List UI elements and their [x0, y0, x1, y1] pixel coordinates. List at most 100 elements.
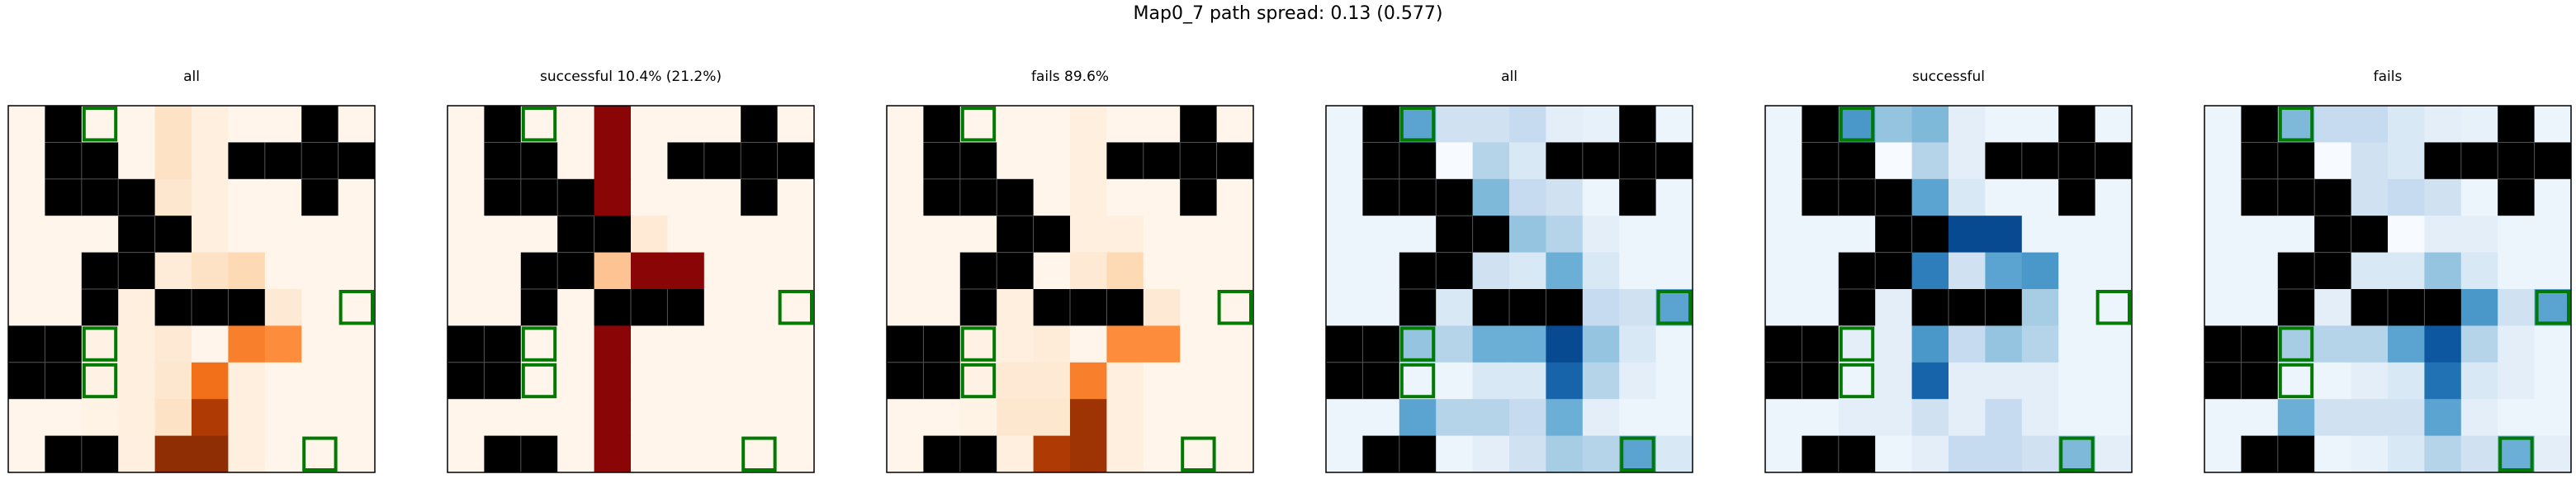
wall-cell [1472, 289, 1510, 326]
wall-cell [1802, 106, 1840, 143]
heat-cell [301, 325, 339, 363]
wall-cell [301, 142, 339, 180]
heat-cell [1985, 216, 2023, 254]
heat-cell [703, 106, 741, 143]
wall-cell [154, 289, 192, 326]
wall-cell [228, 289, 266, 326]
heat-cell [1143, 106, 1181, 143]
heat-cell [45, 216, 83, 254]
heat-cell [594, 399, 632, 437]
heat-cell [2498, 289, 2536, 326]
heat-cell [631, 178, 668, 216]
heat-cell [1399, 399, 1437, 437]
wall-cell [2058, 178, 2096, 216]
heat-cell [447, 289, 485, 326]
heat-cell [484, 399, 522, 437]
heat-cell [1582, 289, 1620, 326]
heat-cell [2351, 106, 2389, 143]
wall-cell [228, 142, 266, 180]
heat-cell [1472, 142, 1510, 180]
wall-cell [1838, 289, 1876, 326]
heat-cell [1911, 252, 1949, 290]
heat-cell [1546, 216, 1584, 254]
wall-cell [2498, 142, 2536, 180]
heat-cell [1655, 216, 1693, 254]
wall-cell [2241, 325, 2279, 363]
wall-cell [703, 142, 741, 180]
heat-cell [1582, 216, 1620, 254]
heat-cell [1362, 399, 1400, 437]
heat-cell [1362, 289, 1400, 326]
heat-cell [997, 142, 1035, 180]
wall-cell [118, 216, 156, 254]
wall-cell [2424, 142, 2462, 180]
heat-cell [2204, 399, 2242, 437]
heat-cell [1070, 106, 1107, 143]
heat-cell [2351, 325, 2389, 363]
heat-cell [228, 106, 266, 143]
heat-cell [1033, 435, 1071, 473]
wall-cell [45, 435, 83, 473]
wall-cell [1399, 252, 1437, 290]
heat-cell [594, 435, 632, 473]
heat-cell [1619, 252, 1657, 290]
goal-marker [1399, 363, 1436, 399]
wall-cell [1180, 178, 1218, 216]
heat-cell [338, 289, 376, 326]
wall-cell [1509, 289, 1546, 326]
wall-cell [1838, 252, 1876, 290]
wall-cell [1070, 289, 1107, 326]
goal-marker [1399, 107, 1436, 142]
wall-cell [1802, 362, 1840, 400]
heat-cell [1033, 178, 1071, 216]
wall-cell [2277, 178, 2315, 216]
wall-cell [997, 252, 1035, 290]
wall-cell [959, 142, 997, 180]
heat-cell [2498, 216, 2536, 254]
panel-frame [886, 105, 1254, 473]
heat-cell [2277, 325, 2315, 363]
wall-cell [2314, 216, 2352, 254]
heat-cell [777, 252, 815, 290]
wall-cell [2058, 106, 2096, 143]
goal-marker [521, 107, 557, 142]
heat-cell [594, 142, 632, 180]
heat-cell [959, 399, 997, 437]
wall-cell [1143, 142, 1181, 180]
wall-cell [81, 142, 119, 180]
heat-cell [2277, 362, 2315, 400]
heat-cell [1949, 399, 1986, 437]
goal-marker [1217, 290, 1252, 325]
heat-cell [1033, 325, 1071, 363]
wall-cell [923, 106, 961, 143]
heat-cell [1875, 289, 1913, 326]
wall-cell [1655, 142, 1693, 180]
panel-frame [1764, 105, 2133, 473]
heat-cell [228, 216, 266, 254]
heat-cell [1143, 289, 1181, 326]
goal-marker [1399, 326, 1436, 362]
heat-cell [2424, 216, 2462, 254]
heat-cell [1546, 106, 1584, 143]
heat-cell [631, 252, 668, 290]
heatmap-panel-4: all [1325, 69, 1693, 473]
heat-cell [1582, 106, 1620, 143]
heat-cell [2534, 106, 2572, 143]
heat-cell [338, 362, 376, 400]
heat-cell [2277, 106, 2315, 143]
heat-cell [1802, 399, 1840, 437]
heat-cell [1436, 142, 1474, 180]
wall-cell [520, 289, 558, 326]
goal-marker [1839, 363, 1875, 399]
heat-cell [2314, 106, 2352, 143]
heat-cell [192, 325, 229, 363]
panel-frame [2204, 105, 2572, 473]
heat-cell [2351, 362, 2389, 400]
wall-cell [1546, 289, 1584, 326]
wall-cell [484, 142, 522, 180]
wall-cell [2351, 216, 2389, 254]
heat-cell [997, 399, 1035, 437]
heat-cell [667, 399, 705, 437]
heat-cell [192, 142, 229, 180]
